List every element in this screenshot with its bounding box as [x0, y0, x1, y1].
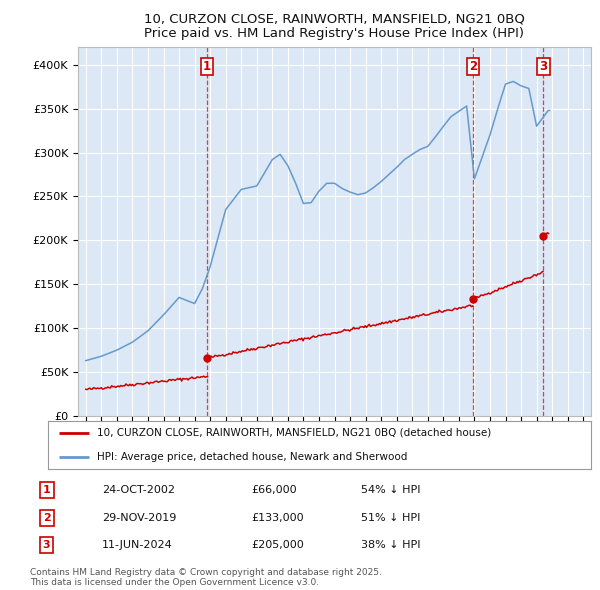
Text: HPI: Average price, detached house, Newark and Sherwood: HPI: Average price, detached house, Newa… — [97, 452, 407, 462]
Text: 10, CURZON CLOSE, RAINWORTH, MANSFIELD, NG21 0BQ (detached house): 10, CURZON CLOSE, RAINWORTH, MANSFIELD, … — [97, 428, 491, 438]
Text: 29-NOV-2019: 29-NOV-2019 — [102, 513, 176, 523]
Text: 2: 2 — [469, 60, 477, 73]
Text: £133,000: £133,000 — [251, 513, 304, 523]
Text: 3: 3 — [43, 540, 50, 550]
Text: 2: 2 — [43, 513, 50, 523]
Text: 3: 3 — [539, 60, 547, 73]
Text: £66,000: £66,000 — [251, 486, 296, 495]
Text: 1: 1 — [43, 486, 50, 495]
Text: 1: 1 — [203, 60, 211, 73]
Text: 24-OCT-2002: 24-OCT-2002 — [102, 486, 175, 495]
Text: 11-JUN-2024: 11-JUN-2024 — [102, 540, 173, 550]
Text: £205,000: £205,000 — [251, 540, 304, 550]
Text: Contains HM Land Registry data © Crown copyright and database right 2025.
This d: Contains HM Land Registry data © Crown c… — [30, 568, 382, 587]
Text: 51% ↓ HPI: 51% ↓ HPI — [361, 513, 421, 523]
Title: 10, CURZON CLOSE, RAINWORTH, MANSFIELD, NG21 0BQ
Price paid vs. HM Land Registry: 10, CURZON CLOSE, RAINWORTH, MANSFIELD, … — [144, 12, 525, 41]
Text: 54% ↓ HPI: 54% ↓ HPI — [361, 486, 421, 495]
Text: 38% ↓ HPI: 38% ↓ HPI — [361, 540, 421, 550]
